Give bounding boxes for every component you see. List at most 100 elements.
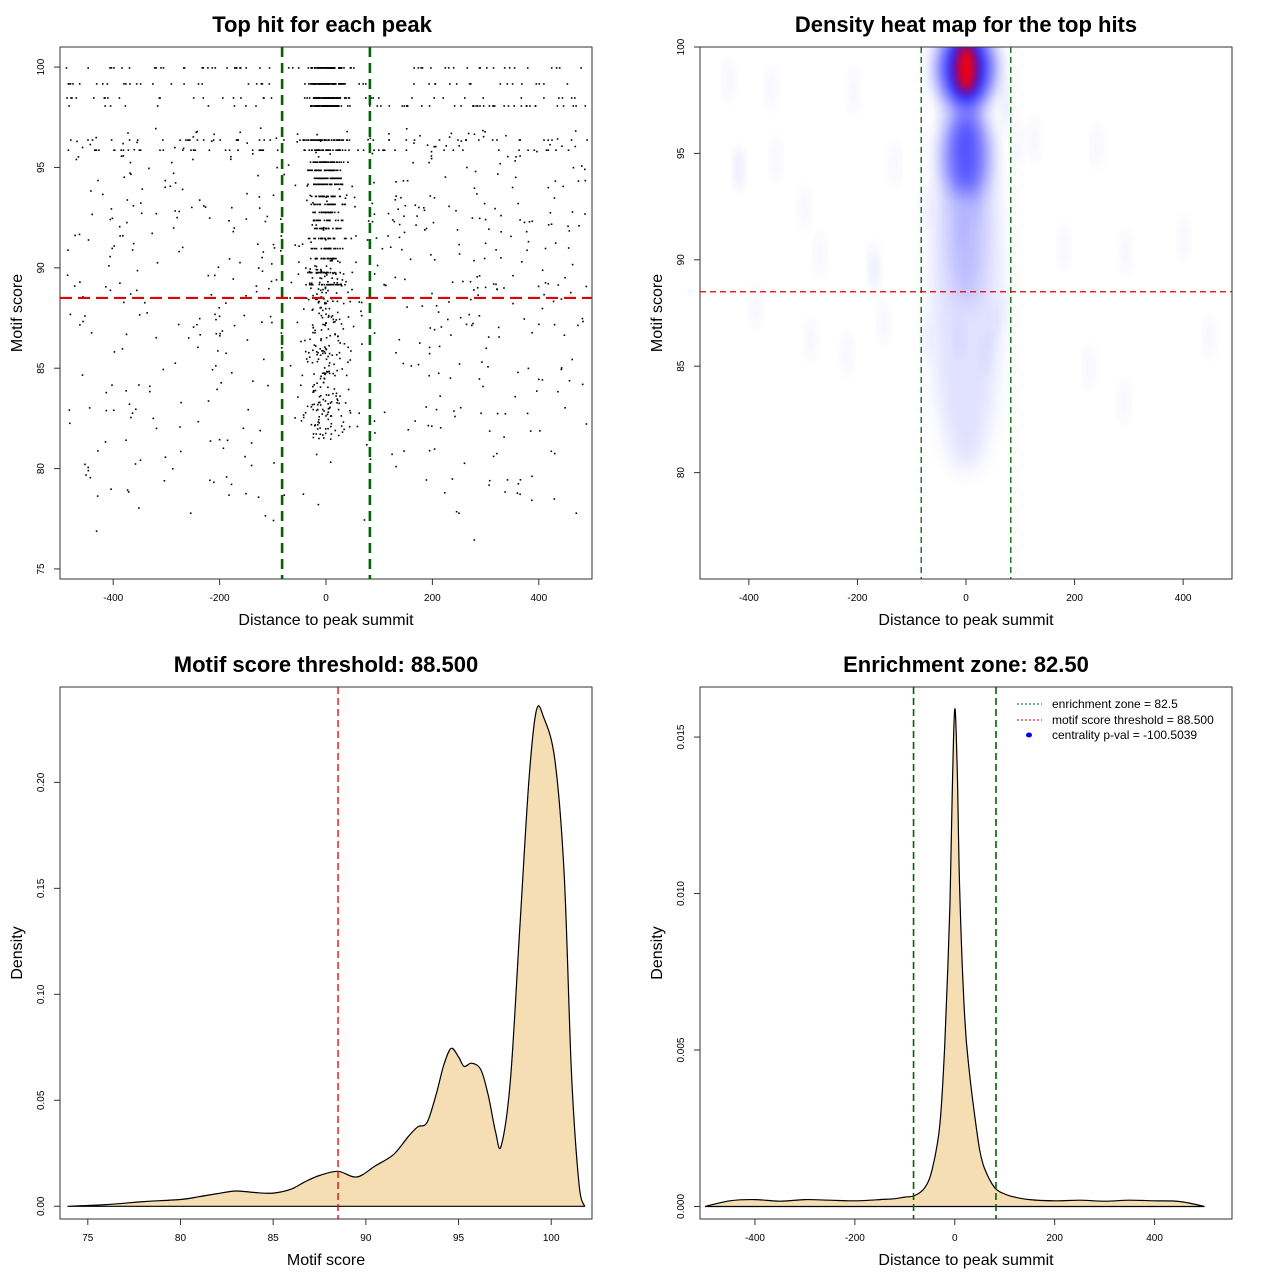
scatter-point: [89, 476, 92, 479]
scatter-point: [269, 315, 272, 318]
scatter-point: [568, 230, 571, 232]
scatter-point: [323, 169, 326, 172]
scatter-point: [315, 272, 318, 274]
scatter-point: [472, 322, 474, 325]
scatter-point: [314, 265, 316, 267]
scatter-point: [431, 425, 433, 427]
scatter-point: [315, 97, 317, 99]
scatter-point: [267, 384, 269, 387]
scatter-point: [310, 195, 313, 198]
scatter-point: [332, 318, 335, 321]
scatter-point: [564, 407, 566, 409]
scatter-point: [136, 289, 138, 292]
scatter-point: [178, 250, 180, 253]
scatter-point: [97, 450, 99, 452]
x-tick-label: -400: [745, 1233, 765, 1244]
scatter-point: [317, 401, 320, 404]
scatter-point: [266, 215, 269, 218]
scatter-point: [318, 283, 321, 286]
scatter-point: [550, 223, 553, 225]
scatter-point: [317, 105, 320, 107]
scatter-point: [480, 412, 482, 415]
scatter-point: [140, 202, 142, 204]
scatter-point: [297, 273, 300, 275]
scatter-point: [201, 67, 203, 69]
scatter-point: [550, 450, 553, 453]
scatter-point: [270, 280, 273, 283]
score-density-x-ticks: 75 80 85 90 95 100: [82, 1219, 560, 1244]
scatter-point: [309, 161, 312, 163]
scatter-point: [172, 172, 175, 175]
scatter-point: [322, 288, 324, 291]
scatter-point: [326, 83, 328, 85]
scatter-point: [519, 219, 521, 221]
scatter-point: [160, 67, 162, 69]
scatter-point: [321, 67, 323, 69]
scatter-point: [301, 374, 304, 377]
scatter-point: [412, 161, 414, 164]
x-tick-label: 0: [323, 593, 329, 604]
scatter-point: [309, 338, 311, 341]
scatter-point: [487, 336, 490, 338]
scatter-point: [104, 105, 106, 107]
scatter-point: [321, 97, 323, 99]
scatter-point: [316, 293, 318, 295]
scatter-point: [313, 177, 316, 180]
scatter-point: [311, 277, 314, 279]
scatter-point: [197, 346, 199, 349]
scatter-point: [547, 149, 550, 151]
scatter-point: [141, 188, 144, 190]
scatter-point: [324, 271, 326, 274]
scatter-point: [531, 499, 533, 502]
scatter-point: [358, 83, 360, 85]
scatter-point: [313, 161, 316, 163]
scatter-point: [234, 67, 236, 69]
scatter-point: [344, 149, 347, 151]
scatter-point: [320, 237, 322, 240]
scatter-point: [319, 377, 322, 380]
scatter-point: [567, 247, 570, 249]
scatter-point: [276, 149, 279, 151]
scatter-point: [514, 395, 516, 398]
scatter-point: [344, 197, 347, 199]
scatter-point: [322, 97, 325, 99]
scatter-point: [318, 105, 321, 107]
heat-background-streak: [870, 254, 879, 299]
scatter-point: [318, 312, 320, 315]
scatter-point: [308, 237, 311, 240]
scatter-point: [333, 139, 335, 141]
scatter-point: [334, 169, 336, 172]
scatter-point: [318, 161, 321, 163]
scatter-point: [108, 265, 110, 267]
scatter-point: [336, 399, 339, 402]
scatter-point: [488, 105, 491, 107]
y-tick-label: 0.00: [36, 1196, 47, 1216]
scatter-point: [75, 158, 78, 161]
scatter-point: [321, 105, 323, 107]
scatter-point: [318, 97, 320, 99]
scatter-point: [239, 131, 241, 134]
scatter-point: [526, 412, 529, 415]
scatter-point: [119, 235, 121, 237]
scatter-point: [415, 224, 417, 226]
scatter-point: [321, 211, 323, 214]
scatter-point: [343, 428, 345, 431]
scatter-point: [261, 256, 263, 259]
heat-background-streak: [1060, 224, 1069, 269]
scatter-point: [67, 149, 70, 151]
scatter-point: [428, 374, 430, 377]
scatter-point: [322, 398, 325, 401]
scatter-point: [450, 334, 452, 336]
scatter-point: [547, 186, 550, 189]
scatter-point: [335, 319, 337, 321]
scatter-point: [334, 429, 337, 432]
scatter-point: [319, 97, 321, 99]
scatter-point: [270, 97, 273, 99]
scatter-point: [69, 422, 71, 425]
scatter-point: [344, 402, 347, 404]
scatter-point: [322, 381, 325, 384]
scatter-point: [131, 412, 134, 414]
x-tick-label: 200: [1066, 593, 1083, 604]
scatter-point: [319, 404, 322, 406]
scatter-point: [268, 83, 271, 85]
